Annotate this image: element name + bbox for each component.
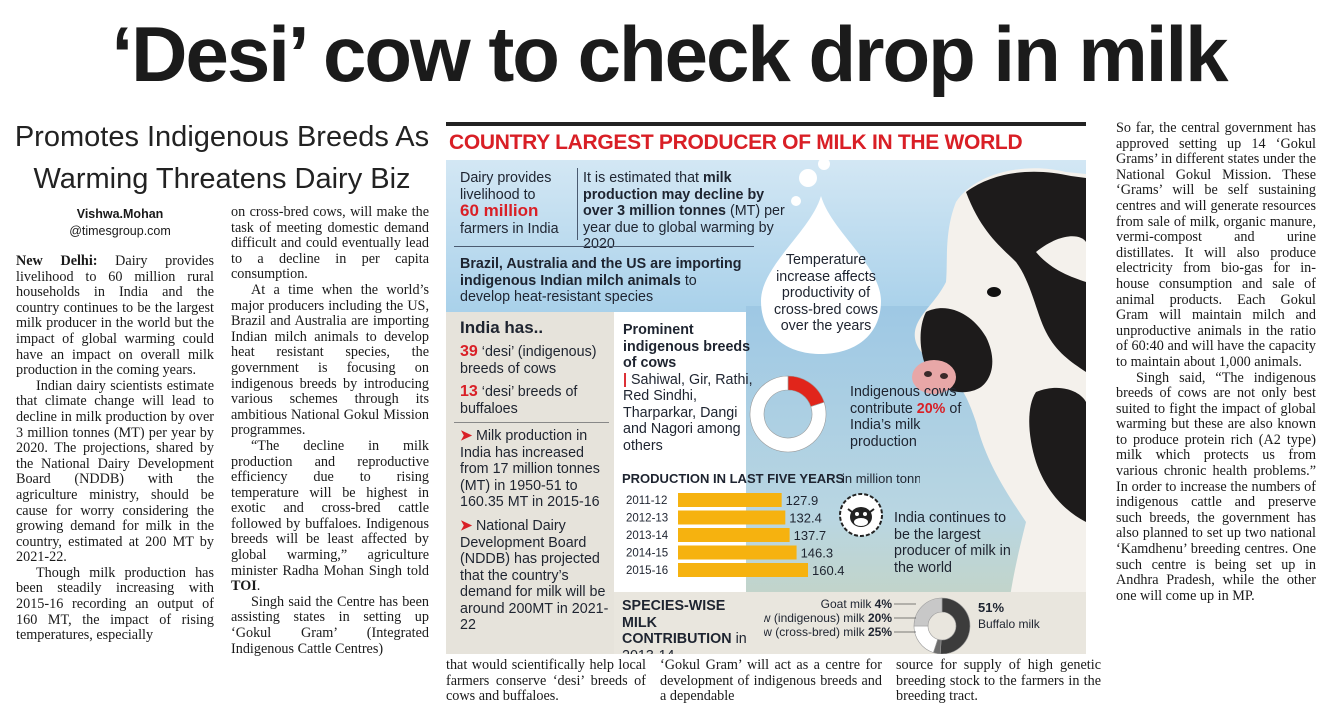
paragraph: on cross-bred cows, will make the task o…	[231, 204, 429, 283]
species-label: Cow (indigenous) milk 20%	[764, 611, 892, 625]
article-bottom-3: source for supply of high genetic breedi…	[896, 657, 1101, 705]
paragraph: At a time when the world’s major produce…	[231, 281, 429, 439]
species-slice	[913, 597, 943, 627]
milk-drop-icon	[761, 158, 881, 354]
paragraph: Singh said the Centre has been assisting…	[231, 593, 429, 657]
cow-badge-icon	[839, 493, 883, 537]
bar-value-label: 132.4	[789, 511, 822, 526]
article-column-1: New Delhi: Dairy provides livelihood to …	[16, 253, 214, 644]
species-slice	[939, 597, 971, 654]
contribution-pct: 20%	[916, 400, 946, 417]
infographic-title: COUNTRY LARGEST PRODUCER OF MILK IN THE …	[449, 131, 1023, 154]
bar-category-label: 2014-15	[626, 548, 668, 560]
bar	[678, 528, 790, 542]
bar-chart-subtitle: in million tonnes	[842, 471, 920, 486]
cow-breeds-fact: 39 ‘desi’ (indigenous) breeds of cows	[460, 343, 597, 377]
breeds-box: Prominent indigenous breeds of cows | Sa…	[623, 322, 753, 454]
bar-chart-title: PRODUCTION IN LAST FIVE YEARS	[622, 471, 845, 486]
article-column-2: on cross-bred cows, will make the task o…	[231, 204, 429, 657]
bar	[678, 545, 797, 560]
species-panel: SPECIES-WISE MILK CONTRIBUTION in 2013-1…	[614, 592, 1086, 654]
contribution-note: Indigenous cows contribute 20% of India’…	[850, 384, 962, 450]
bar-category-label: 2015-16	[626, 565, 668, 577]
byline-handle: @timesgroup.com	[69, 224, 171, 238]
divider	[454, 246, 754, 247]
species-label: Cow (cross-bred) milk 25%	[764, 625, 892, 639]
article-column-3: So far, the central government has appro…	[1116, 120, 1317, 604]
paragraph: Indian dairy scientists estimate that cl…	[16, 377, 214, 566]
paragraph: Though milk production has been steadily…	[16, 564, 214, 644]
species-pct: 20%	[868, 611, 892, 625]
dateline: New Delhi:	[16, 253, 98, 269]
nddb-fact: ➤ National Dairy Development Board (NDDB…	[460, 518, 609, 633]
buffalo-pct: 51%	[978, 600, 1004, 615]
paragraph: Singh said, “The indigenous breeds of co…	[1116, 369, 1316, 604]
donut-slice	[787, 375, 825, 407]
breeds-list: Sahiwal, Gir, Rathi, Red Sindhi, Tharpar…	[623, 371, 753, 454]
bar-category-label: 2012-13	[626, 513, 668, 525]
paragraph: So far, the central government has appro…	[1116, 120, 1317, 370]
livelihood-box: Dairy provides livelihood to 60 million …	[460, 170, 559, 237]
livelihood-value: 60 million	[460, 201, 539, 220]
species-pct: 4%	[875, 597, 893, 611]
infographic: COUNTRY LARGEST PRODUCER OF MILK IN THE …	[446, 122, 1086, 654]
species-donut-chart: Goat milk 4%Cow (indigenous) milk 20%Cow…	[764, 597, 1041, 654]
milk-production-fact: ➤ Milk production in India has increased…	[460, 428, 600, 510]
divider	[577, 168, 578, 240]
divider	[454, 422, 609, 423]
importing-box: Brazil, Australia and the US are importi…	[460, 256, 742, 305]
breeds-title: Prominent indigenous breeds of cows	[623, 322, 751, 371]
buffalo-breeds-fact: 13 ‘desi’ breeds of buffaloes	[460, 383, 578, 417]
article-bottom-1: that would scientifically help local far…	[446, 657, 646, 705]
byline-name: Vishwa.Mohan	[76, 207, 164, 221]
donut-slice	[749, 375, 827, 453]
paragraph: New Delhi: Dairy provides livelihood to …	[16, 253, 214, 379]
paragraph: “The decline in milk production and repr…	[231, 437, 429, 595]
subhead-line-1: Promotes Indigenous Breeds As	[14, 121, 430, 153]
publication-name: TOI	[231, 578, 257, 595]
bar-category-label: 2011-12	[626, 495, 667, 507]
temperature-note: Temperature increase affects productivit…	[773, 252, 879, 334]
bar-value-label: 137.7	[794, 528, 827, 543]
bar-category-label: 2013-14	[626, 530, 669, 542]
india-has-title: India has..	[460, 318, 544, 337]
species-title: SPECIES-WISE MILK CONTRIBUTION in 2013-1…	[622, 598, 747, 654]
subhead-line-2: Warming Threatens Dairy Biz	[33, 163, 411, 195]
bar-value-label: 146.3	[801, 546, 834, 561]
bar-value-label: 160.4	[812, 563, 845, 578]
article-bottom-2: ‘Gokul Gram’ will act as a centre for de…	[660, 657, 882, 705]
byline: Vishwa.Mohan @timesgroup.com	[40, 206, 200, 240]
estimate-box: It is estimated that milk production may…	[583, 170, 785, 252]
india-has-panel: India has.. 39 ‘desi’ (indigenous) breed…	[446, 312, 614, 654]
bar	[678, 493, 782, 507]
subheadline: Promotes Indigenous Breeds As Warming Th…	[12, 116, 432, 200]
bar	[678, 563, 808, 577]
cow-illustration	[912, 168, 1086, 654]
largest-producer-note: India continues to be the largest produc…	[894, 510, 1011, 576]
buffalo-label: Buffalo milk	[978, 617, 1041, 631]
species-pct: 25%	[868, 625, 892, 639]
bar	[678, 510, 786, 525]
species-slice	[913, 625, 939, 654]
bar-value-label: 127.9	[786, 493, 819, 508]
indigenous-share-donut	[749, 375, 827, 453]
species-label: Goat milk 4%	[821, 597, 893, 611]
